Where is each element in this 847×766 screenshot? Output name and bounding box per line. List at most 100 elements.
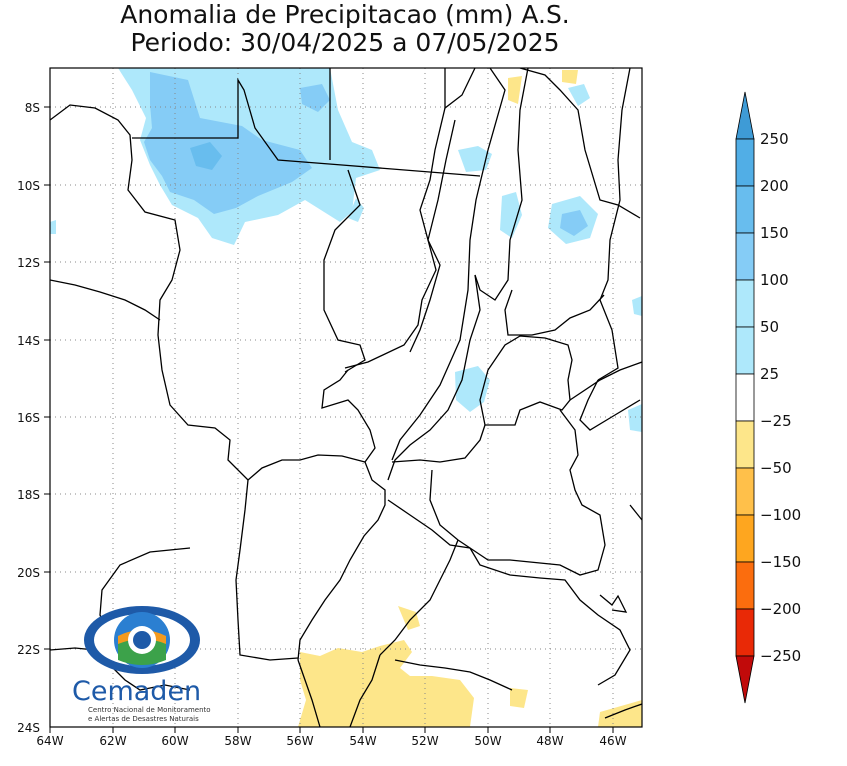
colorbar-swatch xyxy=(735,326,755,375)
boundary-line xyxy=(387,274,481,481)
boundary-line xyxy=(391,424,486,463)
lon-label: 46W xyxy=(599,734,626,748)
boundary-line xyxy=(394,659,513,691)
lat-label: 20S xyxy=(17,566,40,580)
colorbar xyxy=(735,91,755,704)
colorbar-swatch xyxy=(735,420,755,469)
map-title-line2: Periodo: 30/04/2025 a 07/05/2025 xyxy=(130,28,560,57)
lon-label: 52W xyxy=(411,734,438,748)
colorbar-swatch xyxy=(735,467,755,516)
lon-label: 50W xyxy=(474,734,501,748)
colorbar-label: −100 xyxy=(760,506,801,524)
map-frame xyxy=(49,67,643,728)
anomaly-fields xyxy=(50,68,642,727)
boundary-line xyxy=(519,68,641,219)
colorbar-bottom-triangle xyxy=(735,655,755,704)
logo-name: Cemaden xyxy=(72,676,201,707)
negative-anomaly-region xyxy=(510,688,528,708)
positive-anomaly-region xyxy=(458,146,492,172)
boundary-line xyxy=(391,68,506,461)
lat-label: 10S xyxy=(17,179,40,193)
positive-anomaly-region xyxy=(628,404,642,432)
boundary-line xyxy=(235,479,299,661)
positive-anomaly-region xyxy=(568,84,590,106)
boundary-line xyxy=(479,335,573,426)
lat-label: 16S xyxy=(17,411,40,425)
lat-label: 14S xyxy=(17,334,40,348)
colorbar-label: 250 xyxy=(760,130,789,148)
positive-anomaly-core xyxy=(300,84,330,112)
boundary-line xyxy=(297,659,321,727)
boundary-line xyxy=(344,107,446,369)
lon-label: 60W xyxy=(161,734,188,748)
lon-label: 64W xyxy=(36,734,63,748)
lon-label: 54W xyxy=(349,734,376,748)
map-title-line1: Anomalia de Precipitacao (mm) A.S. xyxy=(120,0,570,29)
boundary-line xyxy=(599,594,628,613)
colorbar-label: 100 xyxy=(760,271,789,289)
colorbar-swatch xyxy=(735,279,755,328)
colorbar-swatch xyxy=(735,185,755,234)
boundary-line xyxy=(469,547,631,686)
boundary-line xyxy=(597,68,631,381)
boundary-line xyxy=(50,279,161,321)
positive-anomaly-region xyxy=(632,296,642,316)
lat-label: 18S xyxy=(17,488,40,502)
positive-anomaly-region xyxy=(50,220,56,234)
colorbar-swatch xyxy=(735,138,755,187)
graticule xyxy=(50,68,642,727)
colorbar-label: 150 xyxy=(760,224,789,242)
boundary-line xyxy=(50,104,376,481)
colorbar-label: −50 xyxy=(760,459,792,477)
positive-anomaly-region xyxy=(500,192,522,238)
boundary-line xyxy=(297,461,386,661)
colorbar-swatch xyxy=(735,514,755,563)
colorbar-swatch xyxy=(735,608,755,657)
lat-label: 12S xyxy=(17,256,40,270)
axis-ticks xyxy=(44,106,614,733)
colorbar-label: 25 xyxy=(760,365,779,383)
lon-label: 48W xyxy=(536,734,563,748)
boundaries xyxy=(50,68,642,727)
lon-label: 58W xyxy=(224,734,251,748)
boundary-line xyxy=(50,647,191,691)
lat-label: 8S xyxy=(25,101,40,115)
positive-anomaly-region xyxy=(455,366,490,412)
boundary-line xyxy=(323,169,366,373)
colorbar-swatch xyxy=(735,561,755,610)
boundary-line xyxy=(444,68,476,110)
boundary-line xyxy=(604,703,642,719)
colorbar-label: −150 xyxy=(760,553,801,571)
colorbar-label: −25 xyxy=(760,412,792,430)
positive-anomaly-core xyxy=(560,210,588,236)
lat-label: 22S xyxy=(17,643,40,657)
colorbar-label: 200 xyxy=(760,177,789,195)
negative-anomaly-region xyxy=(598,700,642,727)
boundary-line xyxy=(569,361,642,401)
boundary-line xyxy=(579,379,641,431)
positive-anomaly-core xyxy=(190,142,222,170)
negative-anomaly-region xyxy=(508,76,522,104)
boundary-line xyxy=(349,654,381,727)
logo-pupil xyxy=(133,631,151,649)
lat-label: 24S xyxy=(17,721,40,735)
logo-subtitle-2: e Alertas de Desastres Naturais xyxy=(88,715,199,723)
boundary-line xyxy=(504,289,605,336)
boundary-line xyxy=(429,409,606,576)
colorbar-swatch xyxy=(735,373,755,422)
cemaden-logo: Cemaden Centro Nacional de Monitoramento… xyxy=(72,606,211,723)
colorbar-label: −250 xyxy=(760,647,801,665)
boundary-line xyxy=(409,119,456,353)
negative-anomaly-region xyxy=(398,606,420,630)
logo-subtitle-1: Centro Nacional de Monitoramento xyxy=(88,706,211,714)
boundary-line xyxy=(629,504,642,521)
colorbar-top-triangle xyxy=(735,91,755,140)
colorbar-swatch xyxy=(735,232,755,281)
boundary-line xyxy=(132,77,481,177)
lon-label: 56W xyxy=(286,734,313,748)
boundary-line xyxy=(379,539,459,656)
colorbar-label: 50 xyxy=(760,318,779,336)
negative-anomaly-region xyxy=(298,640,474,727)
lon-label: 62W xyxy=(99,734,126,748)
